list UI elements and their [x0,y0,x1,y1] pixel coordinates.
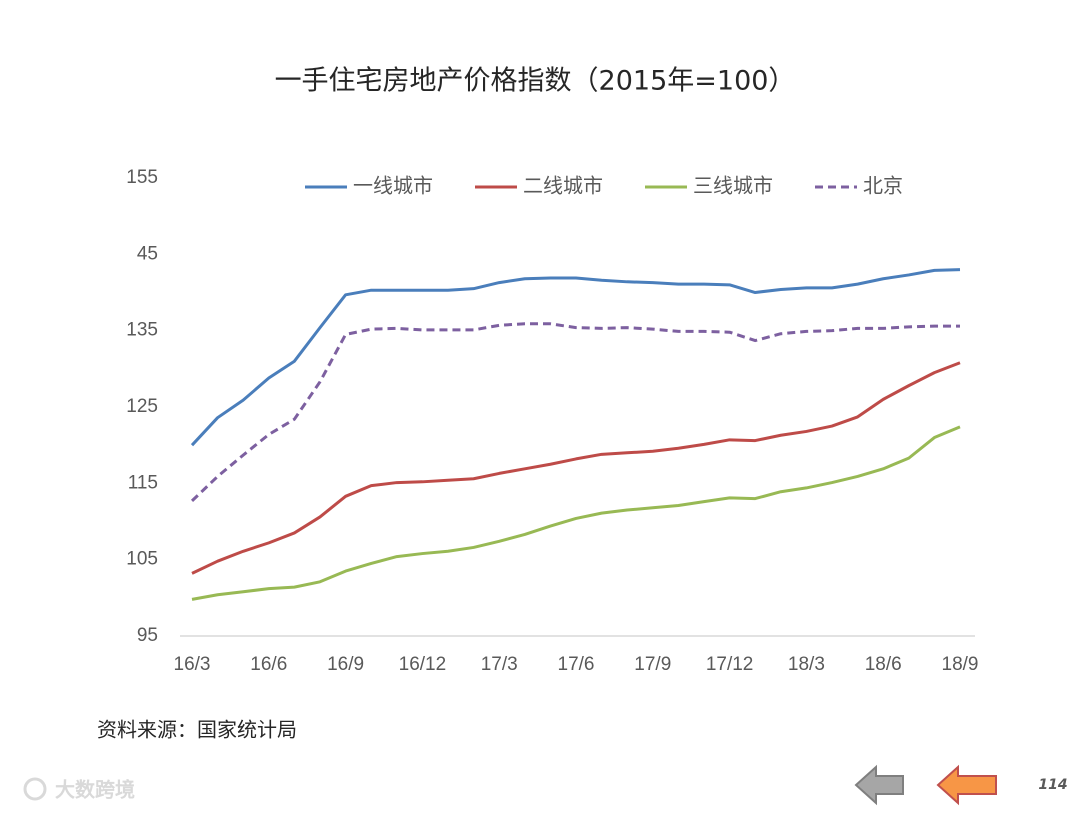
y-tick-label: 135 [126,320,158,341]
x-tick-label: 16/9 [327,654,364,675]
x-tick-label: 18/3 [788,654,825,675]
watermark: 大数跨境 [55,778,135,802]
y-tick-label: 155 [126,167,158,188]
x-tick-label: 16/3 [174,654,211,675]
x-tick-label: 18/9 [942,654,979,675]
x-tick-label: 17/3 [481,654,518,675]
x-tick-label: 17/12 [706,654,754,675]
y-tick-label: 105 [126,549,158,570]
x-tick-label: 16/12 [399,654,447,675]
series-line [190,322,960,502]
x-tick-label: 16/6 [250,654,287,675]
legend-label: 一线城市 [353,174,433,198]
legend-label: 二线城市 [523,174,603,198]
legend-label: 北京 [863,174,903,198]
y-tick-label: 115 [128,472,158,493]
y-tick-label: 125 [126,396,158,417]
x-tick-label: 18/6 [865,654,902,675]
watermark-icon [23,777,47,801]
x-tick-label: 17/9 [634,654,671,675]
series-line [190,268,961,447]
y-tick-label: 45 [137,243,158,264]
page-number: 114 [1038,777,1067,793]
y-tick-label: 95 [137,625,158,646]
series-line [191,425,961,601]
prev-arrow[interactable] [854,764,904,806]
x-tick-label: 17/6 [558,654,595,675]
chart-title: 一手住宅房地产价格指数（2015年=100） [275,66,796,97]
legend-label: 三线城市 [693,174,773,198]
source-note: 资料来源：国家统计局 [97,718,297,742]
series-line [191,361,961,575]
back-arrow[interactable] [936,764,997,806]
